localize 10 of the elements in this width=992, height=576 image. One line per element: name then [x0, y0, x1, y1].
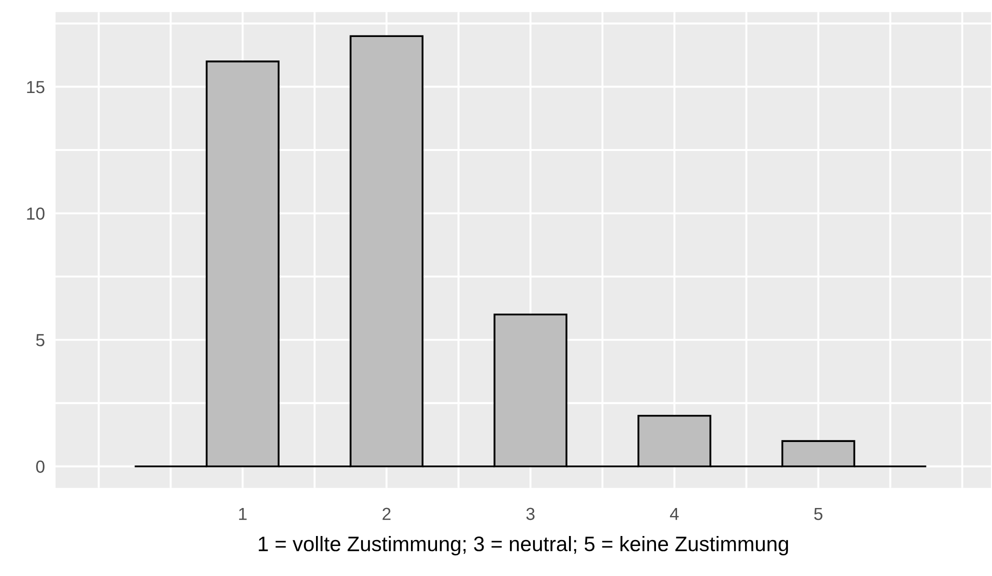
y-tick-label: 0 [36, 460, 44, 473]
x-tick-label: 1 [239, 508, 247, 520]
x-tick-label: 5 [814, 508, 822, 520]
y-tick-label: 5 [36, 334, 44, 346]
x-tick-label: 4 [670, 508, 679, 520]
x-tick-label: 3 [526, 508, 535, 520]
x-axis-title: 1 = vollte Zustimmung; 3 = neutral; 5 = keine Zustimmung [258, 536, 788, 556]
y-tick-label: 10 [27, 207, 44, 220]
x-tick-label: 2 [382, 508, 391, 520]
y-tick-label: 15 [27, 81, 44, 94]
